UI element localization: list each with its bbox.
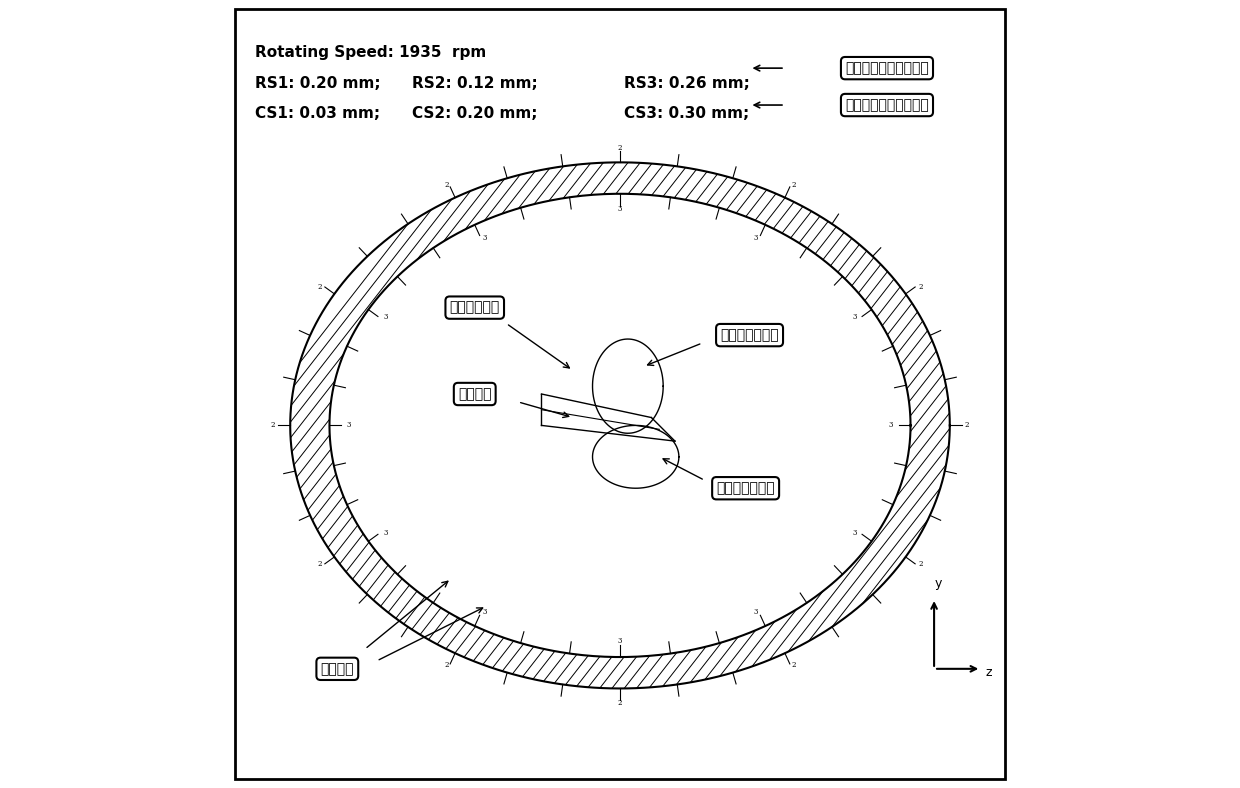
Text: 3: 3 — [618, 206, 622, 214]
Text: 转子截面２轨迹: 转子截面２轨迹 — [717, 481, 775, 495]
Text: 2: 2 — [618, 699, 622, 707]
Text: 2: 2 — [618, 144, 622, 152]
Text: CS3: 0.30 mm;: CS3: 0.30 mm; — [624, 106, 749, 121]
Text: 3: 3 — [482, 234, 487, 243]
Text: 2: 2 — [791, 181, 796, 189]
Text: 2: 2 — [317, 283, 321, 291]
Text: 3: 3 — [889, 422, 893, 429]
Text: 2: 2 — [919, 283, 923, 291]
Text: 转子截面１轨迹: 转子截面１轨迹 — [720, 328, 779, 342]
FancyBboxPatch shape — [236, 9, 1004, 779]
Text: 3: 3 — [383, 530, 388, 537]
Text: RS3: 0.26 mm;: RS3: 0.26 mm; — [624, 76, 750, 91]
Text: 3: 3 — [852, 530, 857, 537]
Text: Rotating Speed: 1935  rpm: Rotating Speed: 1935 rpm — [255, 45, 486, 60]
PathPatch shape — [290, 162, 950, 689]
Text: 2: 2 — [317, 560, 321, 568]
Text: 3: 3 — [753, 234, 758, 243]
Text: CS1: 0.03 mm;: CS1: 0.03 mm; — [255, 106, 379, 121]
Text: 2: 2 — [270, 422, 275, 429]
Text: 2: 2 — [791, 661, 796, 670]
Text: 2: 2 — [444, 661, 449, 670]
Text: 3: 3 — [618, 637, 622, 645]
Text: RS2: 0.12 mm;: RS2: 0.12 mm; — [412, 76, 538, 91]
Text: 静子截面最大振幅中心: 静子截面最大振幅中心 — [846, 98, 929, 112]
Text: 2: 2 — [444, 181, 449, 189]
Text: y: y — [934, 578, 941, 590]
Text: z: z — [985, 666, 992, 679]
Text: 静子机匯: 静子机匯 — [321, 662, 355, 676]
Text: 转静子中心线: 转静子中心线 — [450, 301, 500, 314]
Text: 3: 3 — [347, 422, 351, 429]
Text: CS2: 0.20 mm;: CS2: 0.20 mm; — [412, 106, 537, 121]
Text: 3: 3 — [383, 314, 388, 322]
Text: 转子弹性: 转子弹性 — [458, 387, 491, 401]
Text: 转子截面最大振幅中心: 转子截面最大振幅中心 — [846, 61, 929, 75]
Text: 3: 3 — [753, 608, 758, 616]
Text: 3: 3 — [852, 314, 857, 322]
Text: 2: 2 — [965, 422, 970, 429]
Text: RS1: 0.20 mm;: RS1: 0.20 mm; — [255, 76, 381, 91]
Text: 2: 2 — [919, 560, 923, 568]
Text: 3: 3 — [482, 608, 487, 616]
